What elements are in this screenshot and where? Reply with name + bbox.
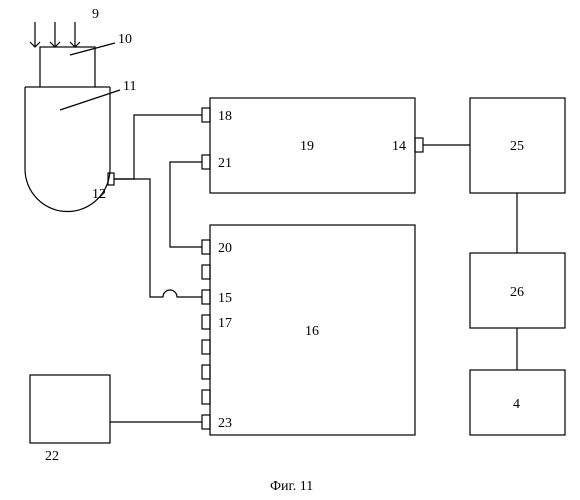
label-port-16-3: 17 <box>218 316 232 331</box>
label-9: 9 <box>92 7 99 22</box>
label-16: 16 <box>305 324 319 339</box>
canvas-bg <box>0 0 580 500</box>
label-19: 19 <box>300 139 314 154</box>
label-port-16-0: 20 <box>218 241 232 256</box>
label-11: 11 <box>123 79 136 94</box>
label-4: 4 <box>513 397 520 412</box>
figure-caption: Фиг. 11 <box>270 479 313 494</box>
label-25: 25 <box>510 139 524 154</box>
label-port-16-7: 23 <box>218 416 232 431</box>
label-port-16-2: 15 <box>218 291 232 306</box>
label-12: 12 <box>92 187 106 202</box>
label-10: 10 <box>118 32 132 47</box>
label-14: 14 <box>392 139 406 154</box>
label-26: 26 <box>510 285 524 300</box>
label-21: 21 <box>218 156 232 171</box>
label-22: 22 <box>45 449 59 464</box>
label-18: 18 <box>218 109 232 124</box>
